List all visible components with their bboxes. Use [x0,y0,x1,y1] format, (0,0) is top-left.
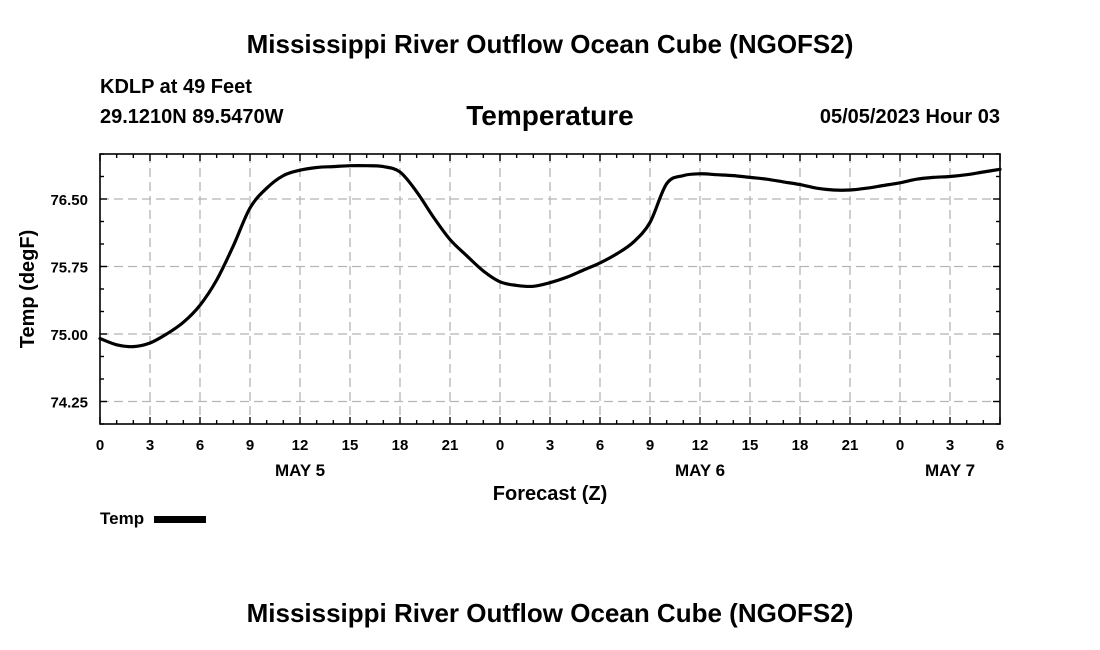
date-label: MAY 5 [275,461,325,480]
series-line-temp [98,163,1002,349]
x-tick-label: 18 [392,437,409,454]
x-tick-label: 6 [196,437,204,454]
bottom-title: Mississippi River Outflow Ocean Cube (NG… [246,598,854,628]
x-tick-label: 9 [246,437,254,454]
y-axis-title: Temp (degF) [17,230,39,349]
x-tick-label: 3 [946,437,954,454]
legend-line-swatch [154,515,207,523]
date-label: MAY 6 [675,461,725,480]
x-tick-label: 3 [546,437,554,454]
x-tick-label: 18 [792,437,809,454]
y-tick-label: 76.50 [50,192,88,209]
plot-frame [99,153,1001,425]
legend-label: Temp [100,509,145,528]
forecast-datetime: 05/05/2023 Hour 03 [819,106,1000,128]
x-tick-label: 6 [996,437,1004,454]
x-tick-label: 0 [96,437,104,454]
x-tick-label: 0 [896,437,904,454]
x-tick-label: 12 [292,437,309,454]
coordinates-label: 29.1210N 89.5470W [100,106,284,128]
date-label: MAY 7 [925,461,975,480]
legend: Temp [100,509,207,529]
x-axis-title: Forecast (Z) [493,483,607,505]
station-label: KDLP at 49 Feet [100,76,252,98]
x-tick-label: 0 [496,437,504,454]
chart-title: Temperature [466,100,634,131]
y-tick-label: 75.00 [50,327,88,344]
x-tick-label: 15 [342,437,359,454]
y-tick-label: 74.25 [50,395,88,412]
y-tick-label: 75.75 [50,260,88,277]
x-tick-label: 12 [692,437,709,454]
x-tick-label: 9 [646,437,654,454]
x-tick-label: 6 [596,437,604,454]
x-tick-label: 21 [842,437,859,454]
main-title: Mississippi River Outflow Ocean Cube (NG… [246,29,854,59]
x-tick-label: 15 [742,437,759,454]
x-tick-label: 3 [146,437,154,454]
x-tick-label: 21 [442,437,459,454]
